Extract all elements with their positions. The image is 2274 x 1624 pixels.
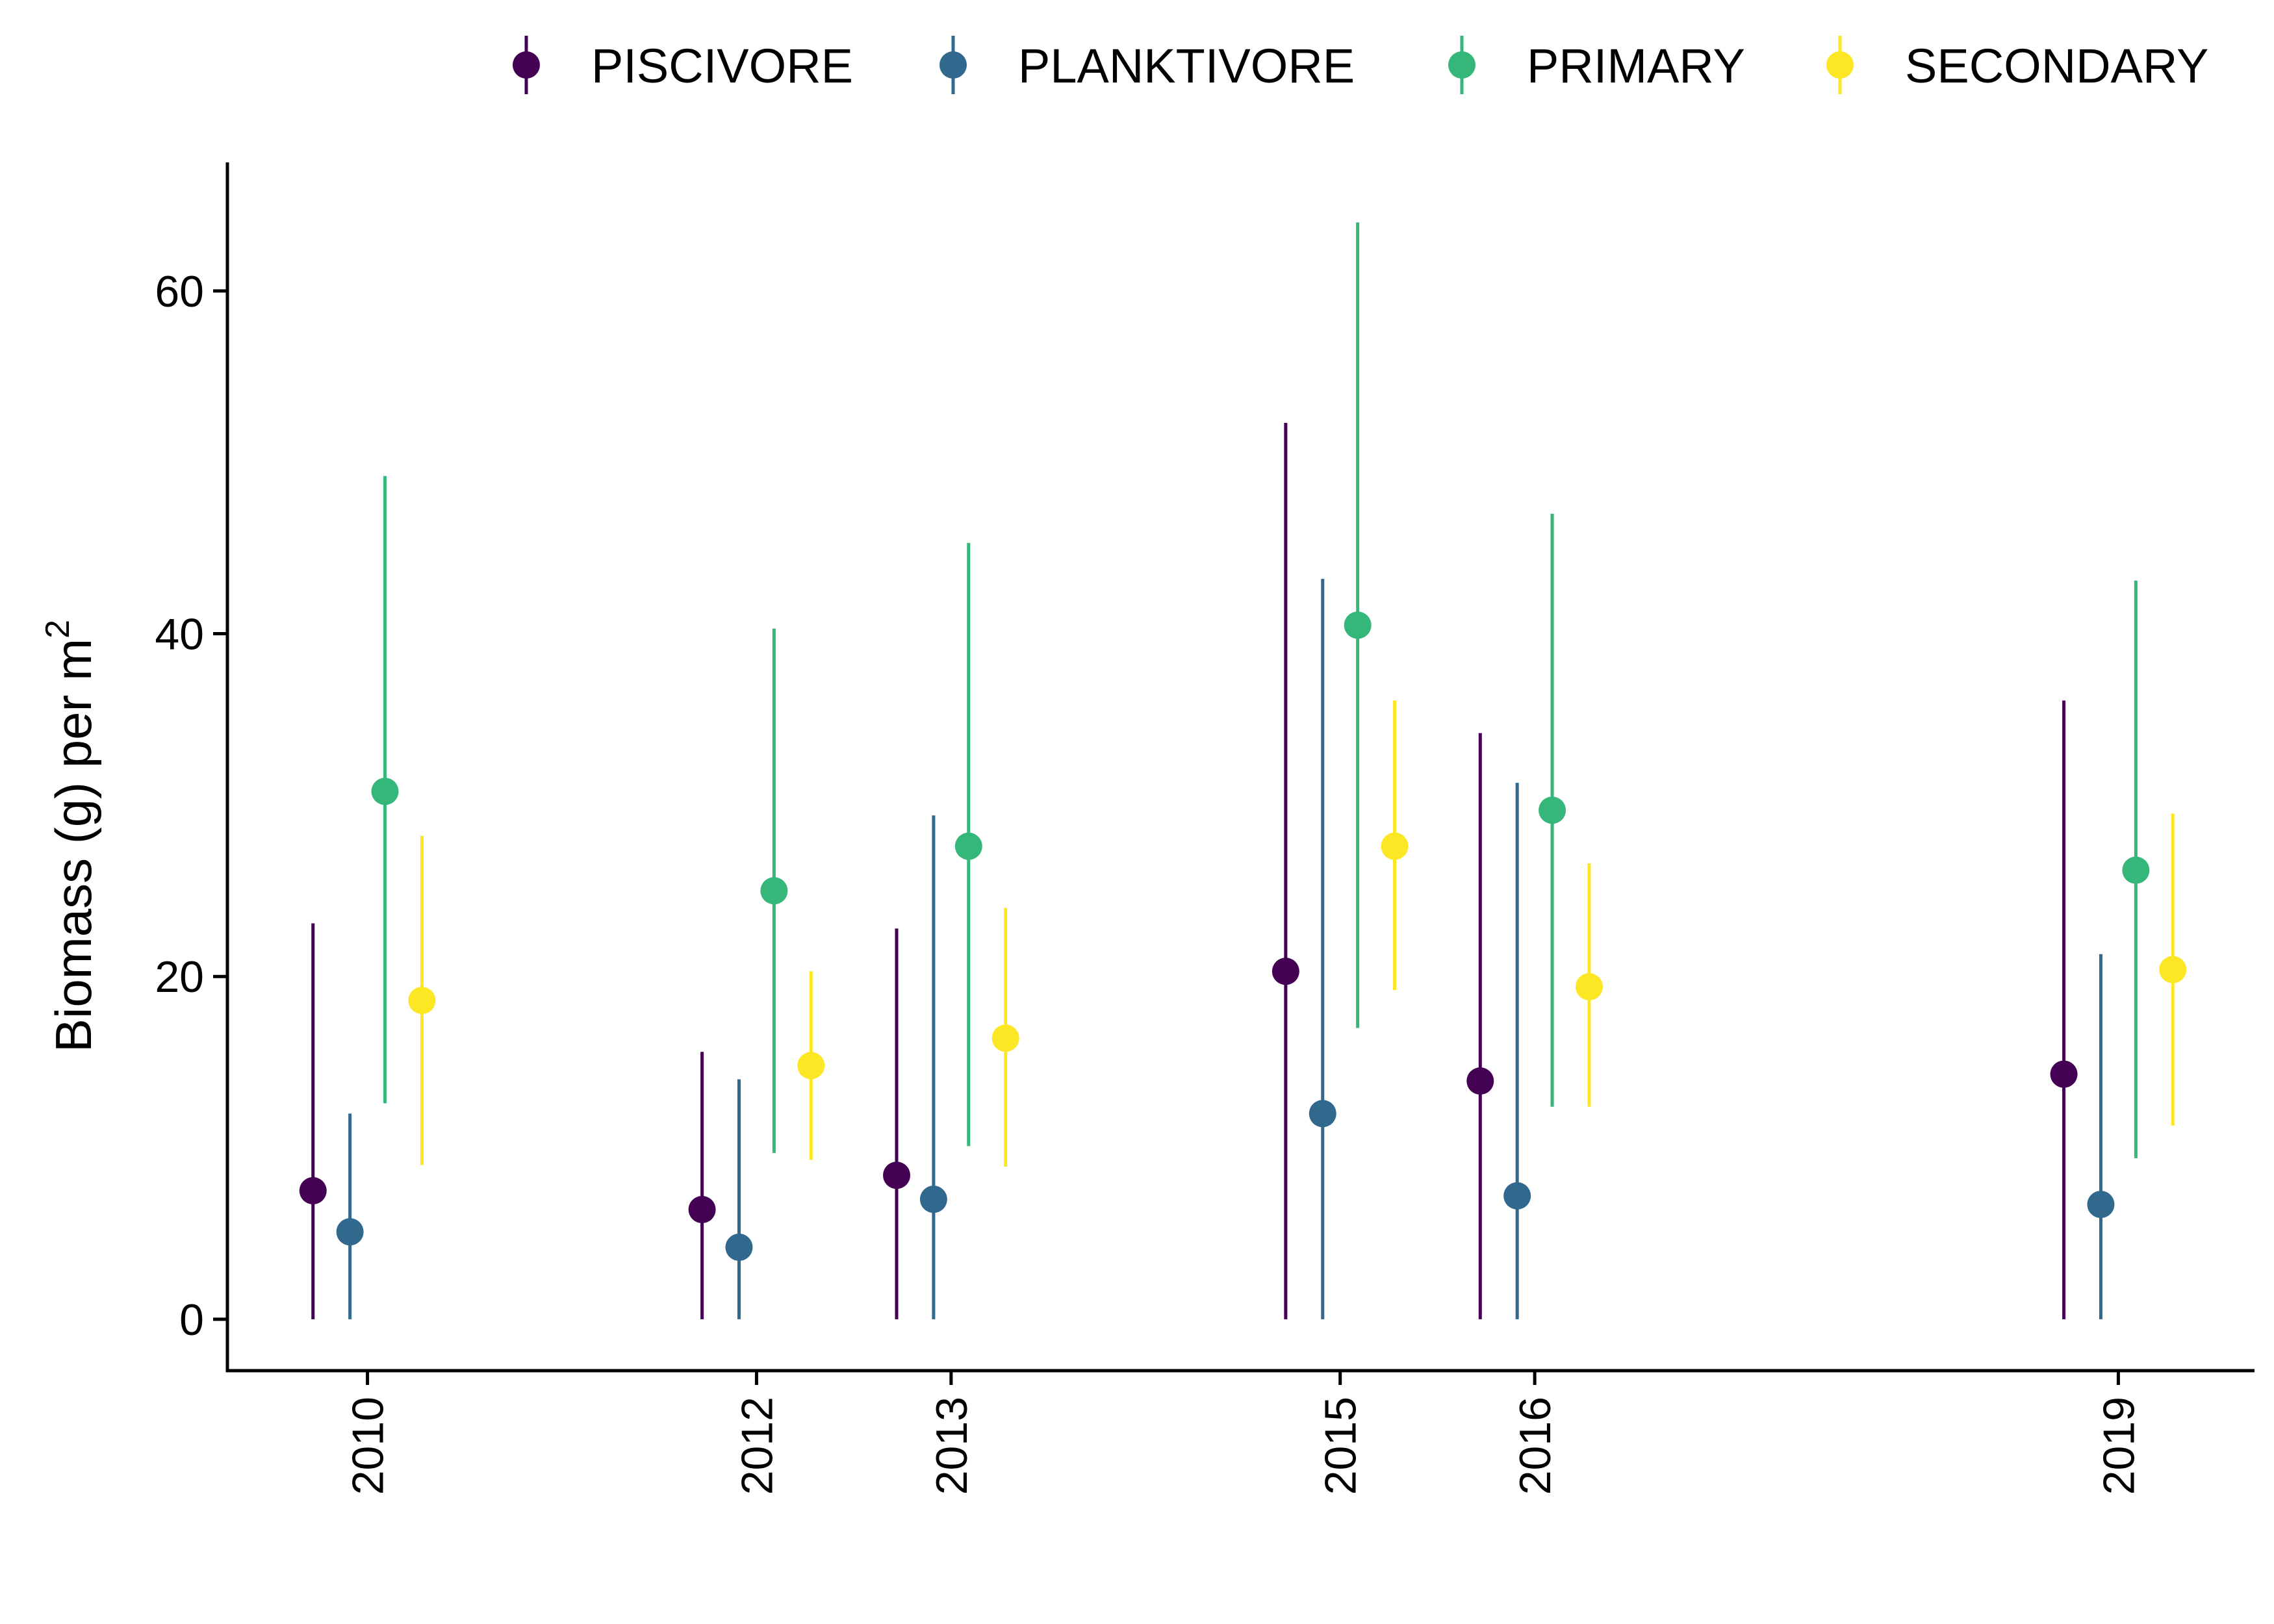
- series-planktivore: [336, 579, 2115, 1319]
- x-axis-ticks: 2010 2012 2013 2015 2016 2019: [344, 1371, 2143, 1495]
- legend-item-primary: PRIMARY: [1448, 36, 1745, 94]
- data-point: [408, 987, 436, 1015]
- data-point: [1503, 1182, 1531, 1210]
- x-tick-label: 2012: [732, 1397, 782, 1495]
- legend-label: SECONDARY: [1905, 39, 2208, 93]
- legend-label: PLANKTIVORE: [1018, 39, 1355, 93]
- series-primary: [371, 222, 2150, 1158]
- data-point: [371, 778, 399, 806]
- legend-label: PRIMARY: [1527, 39, 1745, 93]
- data-point: [336, 1218, 364, 1246]
- legend-item-planktivore: PLANKTIVORE: [939, 36, 1355, 94]
- y-axis-title: Biomass (g) per m2: [39, 620, 102, 1052]
- series-secondary: [408, 700, 2187, 1167]
- y-axis-title-superscript: 2: [39, 620, 77, 639]
- legend-key-point: [513, 51, 540, 79]
- data-point: [991, 1024, 1019, 1052]
- legend-label: PISCIVORE: [591, 39, 853, 93]
- data-point: [797, 1052, 825, 1080]
- legend-item-piscivore: PISCIVORE: [513, 36, 853, 94]
- data-point: [1271, 958, 1299, 985]
- x-tick-label: 2016: [1511, 1397, 1560, 1495]
- y-tick-label: 40: [155, 610, 204, 659]
- data-point: [883, 1161, 911, 1189]
- data-point: [2122, 856, 2150, 884]
- x-tick-label: 2013: [927, 1397, 977, 1495]
- data-point: [1575, 973, 1603, 1001]
- data-point: [299, 1176, 327, 1204]
- y-axis-ticks: 0 20 40 60: [155, 267, 227, 1345]
- data-point: [1466, 1067, 1494, 1095]
- data-point: [688, 1196, 716, 1223]
- data-point: [954, 832, 982, 860]
- y-axis-title-text: Biomass (g) per m: [45, 639, 102, 1052]
- data-point: [2159, 956, 2187, 983]
- series-piscivore: [299, 423, 2078, 1319]
- plot-marks: [299, 222, 2187, 1319]
- legend-item-secondary: SECONDARY: [1826, 36, 2208, 94]
- legend-key-point: [1826, 51, 1854, 79]
- y-tick-label: 20: [155, 952, 204, 1002]
- data-point: [760, 877, 788, 905]
- data-point: [2050, 1060, 2078, 1088]
- data-point: [1539, 796, 1566, 824]
- legend-key-point: [939, 51, 967, 79]
- x-tick-label: 2015: [1316, 1397, 1366, 1495]
- y-tick-label: 60: [155, 267, 204, 316]
- data-point: [2087, 1191, 2115, 1219]
- y-axis-title-group: Biomass (g) per m2: [39, 620, 102, 1052]
- data-point: [1309, 1100, 1336, 1128]
- data-point: [1381, 832, 1409, 860]
- data-point: [1344, 611, 1372, 639]
- legend: PISCIVORE PLANKTIVORE PRIMARY SECONDARY: [513, 36, 2208, 94]
- legend-key-point: [1448, 51, 1476, 79]
- x-tick-label: 2019: [2094, 1397, 2143, 1495]
- y-tick-label: 0: [179, 1295, 204, 1345]
- data-point: [725, 1234, 753, 1262]
- x-tick-label: 2010: [344, 1397, 393, 1495]
- data-point: [919, 1186, 947, 1213]
